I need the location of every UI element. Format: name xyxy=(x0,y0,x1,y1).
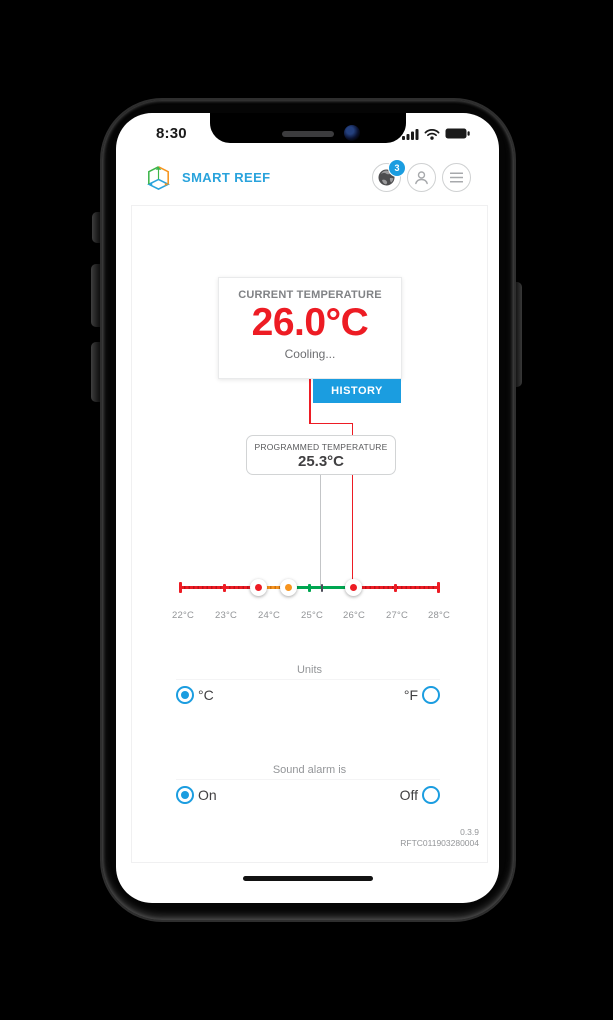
phone-frame: 8:30 xyxy=(100,98,516,922)
speaker-grille xyxy=(281,131,334,137)
phone-screen: 8:30 xyxy=(116,113,499,903)
profile-button[interactable] xyxy=(407,162,436,192)
sound-alarm-option-off[interactable]: Off xyxy=(400,786,440,804)
scale-left-cap xyxy=(179,582,182,593)
programmed-temperature-card: PROGRAMMED TEMPERATURE 25.3°C xyxy=(246,435,396,475)
alarm-off-radio[interactable] xyxy=(422,786,440,804)
scale-segment-red-low xyxy=(181,586,258,589)
device-id: RFTC011903280004 xyxy=(400,838,479,849)
scale-label: 28°C xyxy=(427,610,451,621)
app-version: 0.3.9 xyxy=(460,827,479,837)
person-icon xyxy=(415,170,428,184)
sound-alarm-row: On Off xyxy=(176,779,440,804)
scale-label: 26°C xyxy=(342,610,366,621)
alarm-off-label: Off xyxy=(399,787,418,803)
battery-icon xyxy=(445,128,470,139)
units-section-label: Units xyxy=(296,664,323,676)
programmed-temperature-value: 25.3°C xyxy=(297,453,345,470)
language-button[interactable]: 3 xyxy=(372,158,406,192)
sound-alarm-option-on[interactable]: On xyxy=(176,786,217,804)
app-title: SMART REEF xyxy=(182,169,271,185)
units-option-fahrenheit[interactable]: °F xyxy=(404,686,440,704)
scale-segment-orange xyxy=(258,586,288,589)
scale-label: 25°C xyxy=(300,610,324,621)
sound-alarm-section-label: Sound alarm is xyxy=(272,764,347,776)
scale-handle-low-alarm[interactable] xyxy=(249,579,267,596)
scale-label: 23°C xyxy=(214,610,238,621)
alarm-on-radio[interactable] xyxy=(176,786,194,804)
version-info: 0.3.9 RFTC011903280004 xyxy=(400,827,479,850)
wifi-icon xyxy=(424,128,440,140)
fahrenheit-label: °F xyxy=(403,687,418,703)
smart-reef-logo-icon xyxy=(147,165,170,190)
scale-label: 24°C xyxy=(257,610,281,621)
cellular-signal-icon xyxy=(402,128,419,140)
scale-handle-warning[interactable] xyxy=(279,579,297,596)
menu-button[interactable] xyxy=(442,162,471,192)
current-temperature-card: CURRENT TEMPERATURE 26.0°C Cooling... xyxy=(218,277,402,379)
cooling-status: Cooling... xyxy=(284,347,336,361)
scale-tick-27 xyxy=(393,583,397,592)
status-bar: 8:30 xyxy=(116,125,499,142)
mute-switch xyxy=(92,212,103,243)
current-temperature-label: CURRENT TEMPERATURE xyxy=(238,289,382,301)
programmed-temp-connector-line xyxy=(320,472,321,588)
main-panel: CURRENT TEMPERATURE 26.0°C Cooling... HI… xyxy=(131,205,488,863)
celsius-radio[interactable] xyxy=(176,686,194,704)
history-button[interactable]: HISTORY xyxy=(313,379,401,403)
scale-label: 22°C xyxy=(171,610,195,621)
current-temp-connector-line xyxy=(309,377,311,424)
celsius-label: °C xyxy=(198,687,214,703)
units-option-celsius[interactable]: °C xyxy=(176,686,214,704)
current-temperature-value: 26.0°C xyxy=(251,301,369,344)
scale-tick-25 xyxy=(307,583,311,592)
notch xyxy=(209,113,406,143)
current-temp-connector-line xyxy=(309,422,353,424)
fahrenheit-radio[interactable] xyxy=(422,686,440,704)
home-indicator xyxy=(242,876,373,881)
units-row: °C °F xyxy=(176,679,440,704)
brand: SMART REEF xyxy=(143,162,271,193)
scale-handle-current[interactable] xyxy=(344,579,362,596)
alarm-on-label: On xyxy=(198,787,217,803)
programmed-temperature-label: PROGRAMMED TEMPERATURE xyxy=(254,442,388,452)
current-temp-connector-line xyxy=(351,422,353,589)
notification-badge: 3 xyxy=(388,158,406,177)
status-time: 8:30 xyxy=(156,125,187,142)
scale-programmed-marker xyxy=(320,583,323,592)
scale-tick-labels: 22°C 23°C 24°C 25°C 26°C 27°C 28°C xyxy=(132,610,487,624)
scale-right-cap xyxy=(437,582,440,593)
app-header: SMART REEF 3 xyxy=(116,158,499,196)
hamburger-menu-icon xyxy=(450,171,463,183)
scale-label: 27°C xyxy=(385,610,409,621)
front-camera xyxy=(343,125,360,141)
scale-tick-23 xyxy=(222,583,226,592)
